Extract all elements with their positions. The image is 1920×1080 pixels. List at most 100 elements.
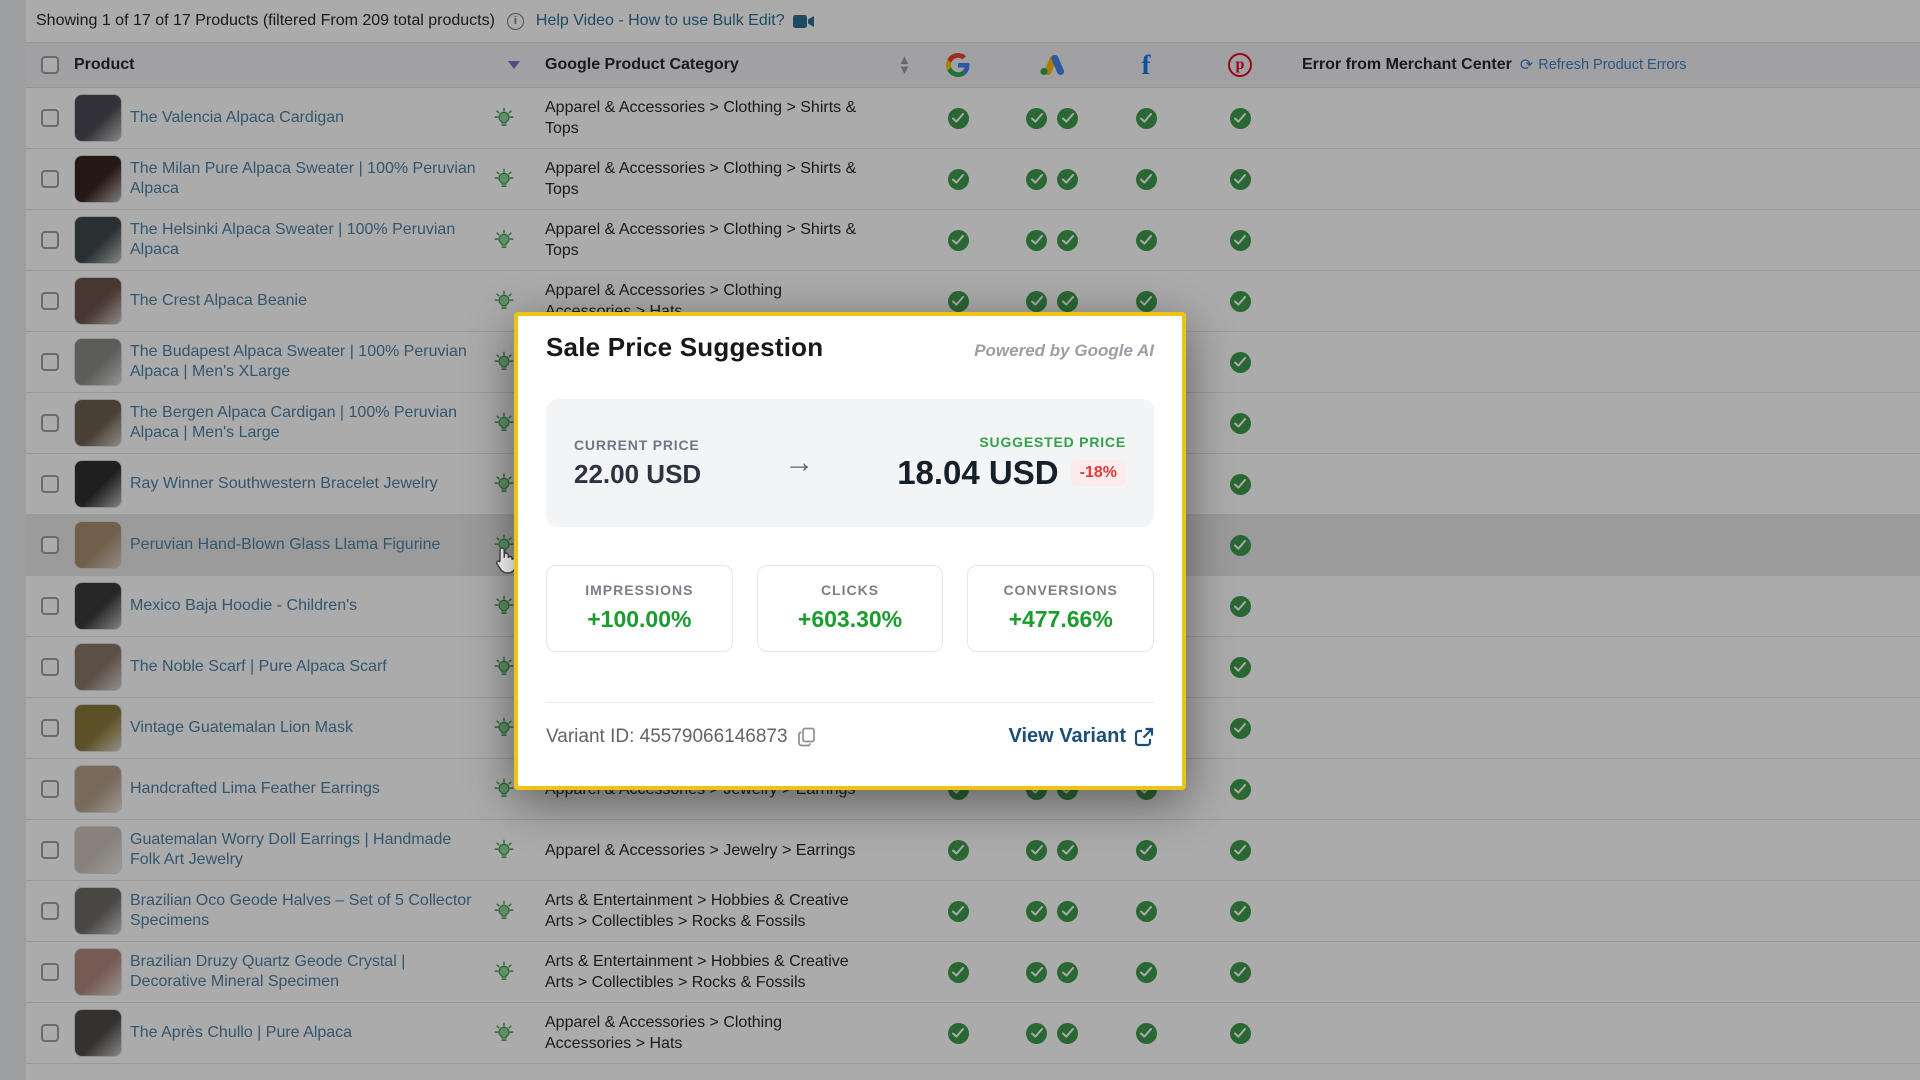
price-suggestion-bulb-icon[interactable] bbox=[493, 778, 515, 800]
price-suggestion-bulb-icon[interactable] bbox=[493, 656, 515, 678]
price-suggestion-bulb-icon[interactable] bbox=[493, 168, 515, 190]
table-row[interactable]: The Milan Pure Alpaca Sweater | 100% Per… bbox=[26, 149, 1920, 210]
product-name-link[interactable]: The Milan Pure Alpaca Sweater | 100% Per… bbox=[130, 160, 476, 197]
price-suggestion-bulb-icon[interactable] bbox=[493, 290, 515, 312]
product-name-link[interactable]: The Crest Alpaca Beanie bbox=[130, 292, 307, 309]
copy-icon[interactable] bbox=[797, 727, 816, 747]
price-suggestion-bulb-icon[interactable] bbox=[493, 961, 515, 983]
table-row[interactable]: Guatemalan Worry Doll Earrings | Handmad… bbox=[26, 820, 1920, 881]
row-checkbox[interactable] bbox=[41, 353, 59, 371]
view-variant-label: View Variant bbox=[1008, 725, 1126, 747]
current-price-value: 22.00 USD bbox=[574, 458, 702, 489]
product-category-cell: Apparel & Accessories > Clothing Accesso… bbox=[545, 1014, 783, 1052]
product-thumbnail bbox=[74, 338, 122, 386]
product-thumbnail bbox=[74, 643, 122, 691]
powered-by-label: Powered by Google AI bbox=[974, 341, 1154, 360]
product-name-link[interactable]: The Après Chullo | Pure Alpaca bbox=[130, 1024, 353, 1041]
product-name-link[interactable]: Brazilian Oco Geode Halves – Set of 5 Co… bbox=[130, 892, 472, 929]
product-name-link[interactable]: The Helsinki Alpaca Sweater | 100% Peruv… bbox=[130, 221, 456, 258]
product-name-link[interactable]: The Budapest Alpaca Sweater | 100% Peruv… bbox=[130, 343, 467, 380]
row-checkbox[interactable] bbox=[41, 1024, 59, 1042]
google-approved-check-icon bbox=[947, 961, 969, 983]
pinterest-approved-check-icon bbox=[1229, 778, 1251, 800]
product-thumbnail bbox=[74, 460, 122, 508]
price-suggestion-bulb-icon[interactable] bbox=[493, 717, 515, 739]
table-row bbox=[26, 1064, 1920, 1074]
product-thumbnail bbox=[74, 277, 122, 325]
impressions-value: +100.00% bbox=[587, 606, 692, 632]
column-header-category[interactable]: Google Product Category bbox=[545, 56, 739, 73]
product-name-link[interactable]: Vintage Guatemalan Lion Mask bbox=[130, 719, 353, 736]
table-row[interactable]: Brazilian Druzy Quartz Geode Crystal | D… bbox=[26, 942, 1920, 1003]
refresh-product-errors-link[interactable]: ⟳ Refresh Product Errors bbox=[1520, 55, 1687, 75]
product-name-link[interactable]: Mexico Baja Hoodie - Children's bbox=[130, 597, 358, 614]
product-name-link[interactable]: Peruvian Hand-Blown Glass Llama Figurine bbox=[130, 536, 441, 553]
row-checkbox[interactable] bbox=[41, 475, 59, 493]
product-name-link[interactable]: Ray Winner Southwestern Bracelet Jewelry bbox=[130, 475, 438, 492]
pinterest-approved-check-icon bbox=[1229, 168, 1251, 190]
refresh-link-label: Refresh Product Errors bbox=[1538, 57, 1687, 73]
google-ads-icon bbox=[1040, 55, 1064, 76]
price-suggestion-bulb-icon[interactable] bbox=[493, 473, 515, 495]
price-comparison-box: CURRENT PRICE 22.00 USD → SUGGESTED PRIC… bbox=[546, 399, 1154, 527]
row-checkbox[interactable] bbox=[41, 414, 59, 432]
pinterest-icon: p bbox=[1228, 53, 1252, 77]
google-ads-approved-check-icon bbox=[1026, 1022, 1047, 1044]
row-checkbox[interactable] bbox=[41, 719, 59, 737]
select-all-checkbox[interactable] bbox=[41, 56, 59, 74]
row-checkbox[interactable] bbox=[41, 109, 59, 127]
table-row[interactable]: The Valencia Alpaca Cardigan bbox=[26, 88, 1920, 149]
price-suggestion-bulb-icon[interactable] bbox=[493, 229, 515, 251]
product-name-link[interactable]: The Valencia Alpaca Cardigan bbox=[130, 109, 345, 126]
pinterest-approved-check-icon bbox=[1229, 839, 1251, 861]
video-camera-icon bbox=[792, 14, 814, 28]
row-checkbox[interactable] bbox=[41, 292, 59, 310]
price-suggestion-bulb-icon[interactable] bbox=[493, 1022, 515, 1044]
conversions-card: CONVERSIONS +477.66% bbox=[967, 565, 1155, 652]
product-filter-caret-icon[interactable] bbox=[508, 61, 520, 69]
product-name-link[interactable]: Handcrafted Lima Feather Earrings bbox=[130, 780, 380, 797]
table-row[interactable]: The Après Chullo | Pure Alpaca bbox=[26, 1003, 1920, 1064]
price-suggestion-bulb-icon[interactable] bbox=[493, 534, 515, 556]
pinterest-approved-check-icon bbox=[1229, 961, 1251, 983]
price-suggestion-bulb-icon[interactable] bbox=[493, 595, 515, 617]
price-suggestion-bulb-icon[interactable] bbox=[493, 412, 515, 434]
table-row[interactable]: The Helsinki Alpaca Sweater | 100% Peruv… bbox=[26, 210, 1920, 271]
showing-count-text: Showing 1 of 17 of 17 Products (filtered… bbox=[36, 12, 495, 29]
row-checkbox[interactable] bbox=[41, 597, 59, 615]
product-name-link[interactable]: Guatemalan Worry Doll Earrings | Handmad… bbox=[130, 831, 452, 868]
row-checkbox[interactable] bbox=[41, 231, 59, 249]
google-ads-approved-check-icon bbox=[1057, 107, 1078, 129]
impressions-label: IMPRESSIONS bbox=[585, 582, 694, 598]
discount-badge: -18% bbox=[1070, 460, 1126, 486]
view-variant-link[interactable]: View Variant bbox=[1009, 725, 1154, 748]
product-table-body: The Valencia Alpaca Cardigan bbox=[26, 88, 1920, 1074]
price-suggestion-bulb-icon[interactable] bbox=[493, 351, 515, 373]
row-checkbox[interactable] bbox=[41, 963, 59, 981]
popup-divider bbox=[546, 702, 1154, 703]
row-checkbox[interactable] bbox=[41, 658, 59, 676]
row-checkbox[interactable] bbox=[41, 902, 59, 920]
product-name-link[interactable]: The Noble Scarf | Pure Alpaca Scarf bbox=[130, 658, 387, 675]
facebook-approved-check-icon bbox=[1135, 290, 1157, 312]
product-name-link[interactable]: The Bergen Alpaca Cardigan | 100% Peruvi… bbox=[130, 404, 458, 441]
arrow-right-icon: → bbox=[784, 446, 815, 479]
column-header-product[interactable]: Product bbox=[74, 56, 135, 73]
row-checkbox[interactable] bbox=[41, 536, 59, 554]
category-sort-icon[interactable]: ▲ ▼ bbox=[898, 52, 911, 77]
help-video-link[interactable]: Help Video - How to use Bulk Edit? bbox=[536, 12, 815, 30]
facebook-approved-check-icon bbox=[1135, 168, 1157, 190]
row-checkbox[interactable] bbox=[41, 170, 59, 188]
price-suggestion-bulb-icon[interactable] bbox=[493, 900, 515, 922]
facebook-approved-check-icon bbox=[1135, 900, 1157, 922]
price-suggestion-bulb-icon[interactable] bbox=[493, 107, 515, 129]
info-icon[interactable]: i bbox=[506, 12, 524, 30]
facebook-icon: f bbox=[1141, 50, 1151, 80]
row-checkbox[interactable] bbox=[41, 780, 59, 798]
price-suggestion-bulb-icon[interactable] bbox=[493, 839, 515, 861]
table-row[interactable]: Brazilian Oco Geode Halves – Set of 5 Co… bbox=[26, 881, 1920, 942]
product-name-link[interactable]: Brazilian Druzy Quartz Geode Crystal | D… bbox=[130, 953, 406, 990]
row-checkbox[interactable] bbox=[41, 841, 59, 859]
facebook-approved-check-icon bbox=[1135, 229, 1157, 251]
